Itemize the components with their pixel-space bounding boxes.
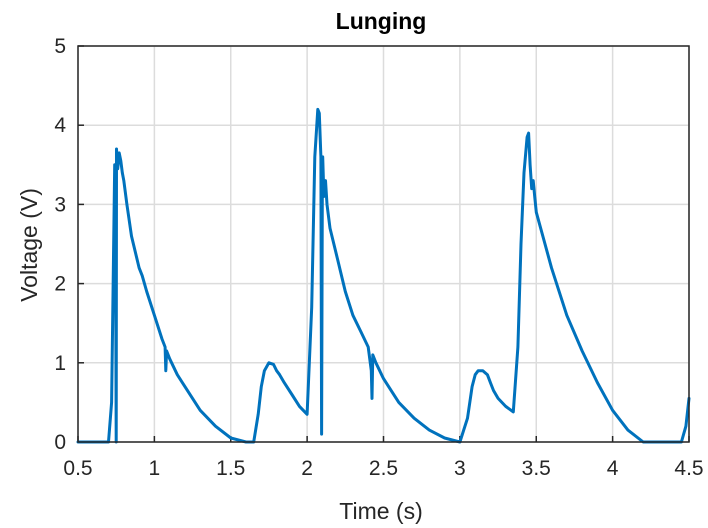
x-tick-label: 0.5	[63, 457, 92, 480]
y-tick-labels: 0 1 2 3 4 5	[54, 35, 66, 454]
plot-frame	[77, 45, 690, 443]
x-tick-label: 3.5	[522, 457, 551, 480]
chart-title: Lunging	[336, 8, 427, 34]
x-tick-labels: 0.5 1 1.5 2 2.5 3 3.5 4 4.5	[63, 457, 703, 480]
x-tick-label: 3	[454, 457, 466, 480]
y-tick-label: 5	[54, 35, 66, 58]
x-tick-label: 1.5	[216, 457, 245, 480]
series-line	[76, 107, 691, 444]
y-axis-title: Voltage (V)	[16, 188, 42, 302]
x-tick-label: 2	[301, 457, 313, 480]
x-tick-label: 4.5	[674, 457, 703, 480]
plot-border	[77, 45, 690, 443]
y-tick-label: 1	[54, 352, 66, 375]
y-tick-label: 4	[54, 114, 66, 137]
y-tick-label: 2	[54, 273, 66, 296]
x-axis-title: Time (s)	[339, 498, 422, 524]
y-tick-label: 0	[54, 431, 66, 454]
x-tick-label: 1	[149, 457, 161, 480]
x-tick-label: 2.5	[369, 457, 398, 480]
x-tick-label: 4	[607, 457, 619, 480]
y-tick-label: 3	[54, 193, 66, 216]
